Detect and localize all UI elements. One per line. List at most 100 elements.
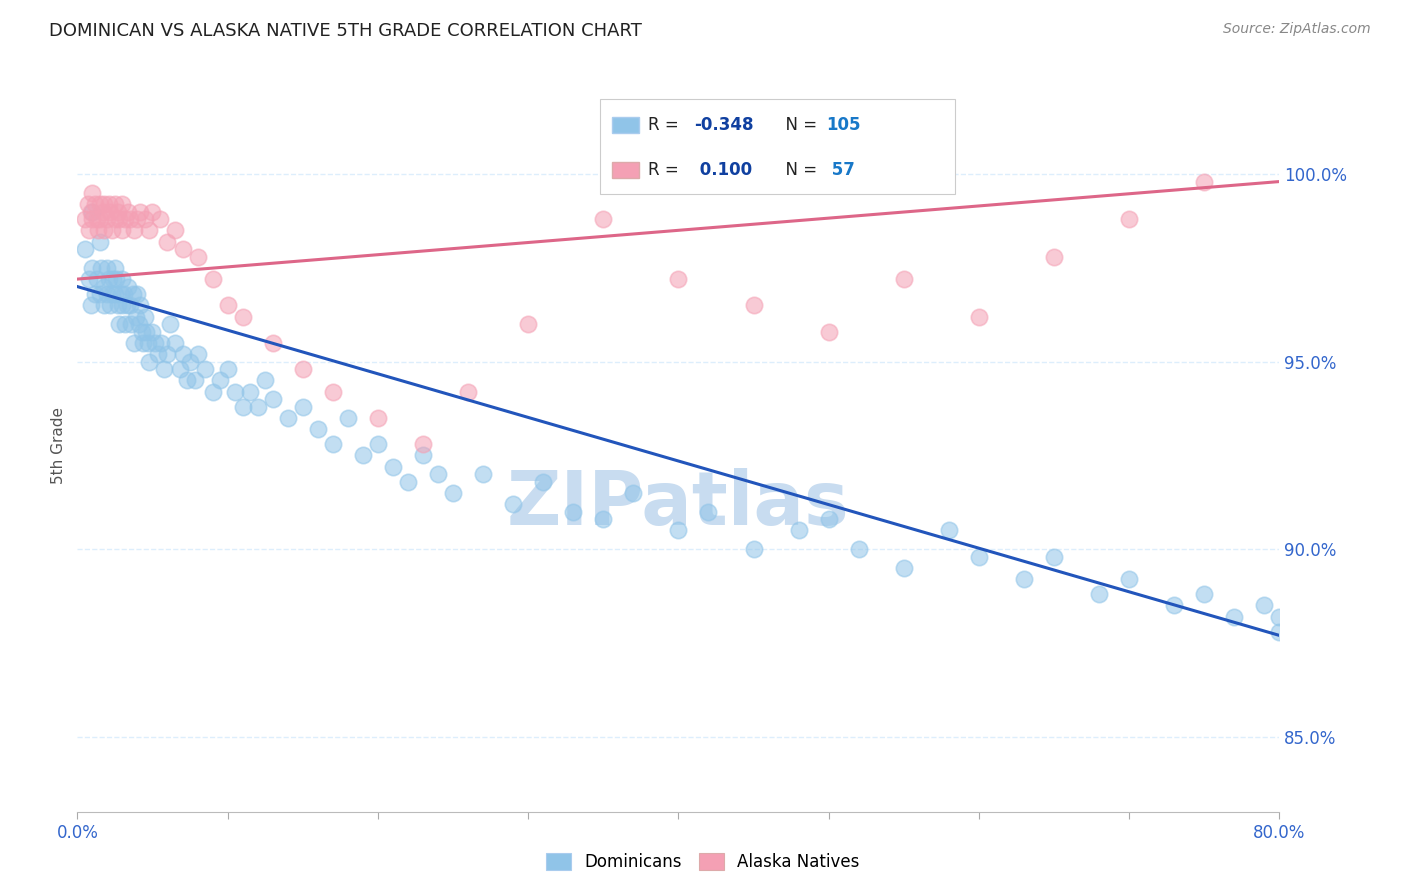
Point (96, 287, 118, 301)
Point (90, 260, 112, 275)
Point (1118, 572, 1140, 586)
Text: R =: R = (648, 116, 685, 134)
Bar (612, 117, 638, 133)
Point (124, 223, 146, 237)
Point (129, 204, 152, 219)
Point (93, 279, 115, 293)
Point (73, 212, 96, 227)
Point (124, 335, 146, 350)
Text: DOMINICAN VS ALASKA NATIVE 5TH GRADE CORRELATION CHART: DOMINICAN VS ALASKA NATIVE 5TH GRADE COR… (49, 22, 643, 40)
Point (1268, 609, 1291, 624)
Point (1194, 587, 1216, 601)
Point (742, 542, 765, 557)
Point (108, 212, 131, 227)
Point (531, 475, 554, 489)
Point (149, 212, 172, 227)
Point (163, 223, 186, 237)
Point (352, 449, 374, 463)
Point (412, 449, 434, 463)
Point (592, 512, 614, 526)
Point (412, 437, 434, 451)
Point (125, 310, 148, 324)
Point (621, 486, 644, 500)
Point (201, 272, 224, 286)
Point (135, 325, 157, 339)
Y-axis label: 5th Grade: 5th Grade (51, 408, 66, 484)
Point (141, 325, 163, 339)
Text: N =: N = (775, 161, 823, 179)
Point (148, 347, 170, 361)
Point (1163, 599, 1185, 613)
Point (134, 310, 156, 324)
Point (118, 212, 141, 227)
Point (224, 384, 246, 399)
Point (156, 347, 179, 361)
Point (172, 347, 194, 361)
Point (79, 223, 101, 237)
Point (89, 212, 111, 227)
Point (111, 197, 134, 211)
Point (93, 197, 115, 211)
Point (396, 475, 419, 489)
Point (100, 298, 122, 312)
Point (502, 497, 524, 511)
Point (187, 347, 209, 361)
Point (322, 437, 344, 451)
Point (86, 272, 108, 286)
Point (336, 410, 359, 425)
Point (1088, 587, 1111, 601)
Point (108, 317, 131, 331)
Point (817, 512, 839, 526)
Point (217, 298, 239, 312)
Point (93, 298, 115, 312)
Point (101, 223, 124, 237)
Point (291, 362, 314, 376)
Point (254, 373, 277, 387)
Point (277, 410, 299, 425)
Point (110, 287, 132, 301)
Point (209, 373, 232, 387)
Point (89, 287, 111, 301)
Point (145, 335, 167, 350)
Point (104, 212, 127, 227)
Point (381, 459, 404, 474)
Point (848, 542, 870, 557)
Point (114, 212, 136, 227)
Point (97, 197, 120, 211)
Point (105, 272, 128, 286)
Point (111, 272, 134, 286)
Point (217, 362, 239, 376)
Point (179, 354, 201, 368)
Point (111, 223, 134, 237)
Point (1043, 549, 1066, 564)
Point (84, 287, 107, 301)
Point (91, 204, 114, 219)
Point (1253, 599, 1275, 613)
Point (84, 197, 107, 211)
Point (100, 204, 122, 219)
Point (176, 373, 198, 387)
Point (87, 223, 110, 237)
Point (120, 317, 142, 331)
Point (1012, 572, 1035, 586)
Point (1043, 250, 1066, 264)
Point (232, 310, 254, 324)
Point (112, 287, 135, 301)
Point (307, 422, 329, 436)
Point (517, 317, 540, 331)
Point (562, 505, 585, 519)
Point (967, 310, 990, 324)
Point (104, 197, 127, 211)
Point (104, 287, 127, 301)
Text: 105: 105 (827, 116, 860, 134)
Point (122, 287, 145, 301)
Point (131, 325, 153, 339)
Point (163, 335, 186, 350)
Point (1223, 609, 1246, 624)
Point (134, 212, 156, 227)
Point (367, 410, 389, 425)
Point (668, 272, 690, 286)
Point (169, 362, 191, 376)
Point (159, 317, 181, 331)
Point (128, 317, 150, 331)
